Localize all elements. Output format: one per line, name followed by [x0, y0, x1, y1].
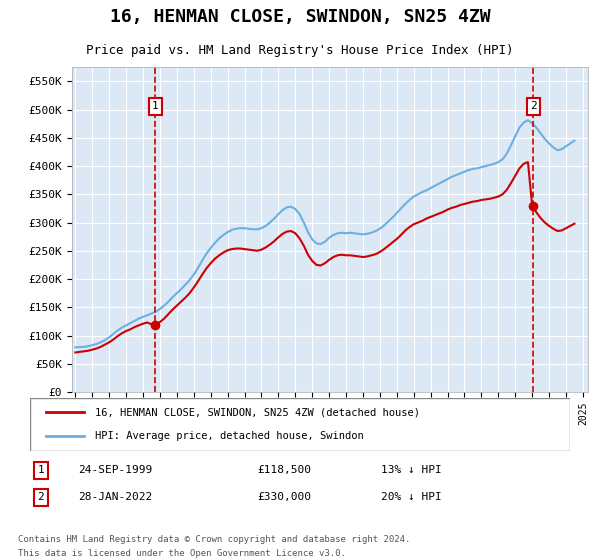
Text: Contains HM Land Registry data © Crown copyright and database right 2024.: Contains HM Land Registry data © Crown c… — [18, 535, 410, 544]
Text: 1: 1 — [37, 465, 44, 475]
Text: 24-SEP-1999: 24-SEP-1999 — [79, 465, 153, 475]
Text: 16, HENMAN CLOSE, SWINDON, SN25 4ZW: 16, HENMAN CLOSE, SWINDON, SN25 4ZW — [110, 8, 490, 26]
Text: HPI: Average price, detached house, Swindon: HPI: Average price, detached house, Swin… — [95, 431, 364, 441]
Text: 20% ↓ HPI: 20% ↓ HPI — [381, 492, 442, 502]
Text: 13% ↓ HPI: 13% ↓ HPI — [381, 465, 442, 475]
Text: 16, HENMAN CLOSE, SWINDON, SN25 4ZW (detached house): 16, HENMAN CLOSE, SWINDON, SN25 4ZW (det… — [95, 408, 420, 418]
Text: £118,500: £118,500 — [257, 465, 311, 475]
Text: Price paid vs. HM Land Registry's House Price Index (HPI): Price paid vs. HM Land Registry's House … — [86, 44, 514, 57]
Text: 2: 2 — [530, 101, 537, 111]
Text: 1: 1 — [152, 101, 159, 111]
Text: £330,000: £330,000 — [257, 492, 311, 502]
FancyBboxPatch shape — [30, 398, 570, 451]
Text: This data is licensed under the Open Government Licence v3.0.: This data is licensed under the Open Gov… — [18, 549, 346, 558]
Text: 2: 2 — [37, 492, 44, 502]
Text: 28-JAN-2022: 28-JAN-2022 — [79, 492, 153, 502]
